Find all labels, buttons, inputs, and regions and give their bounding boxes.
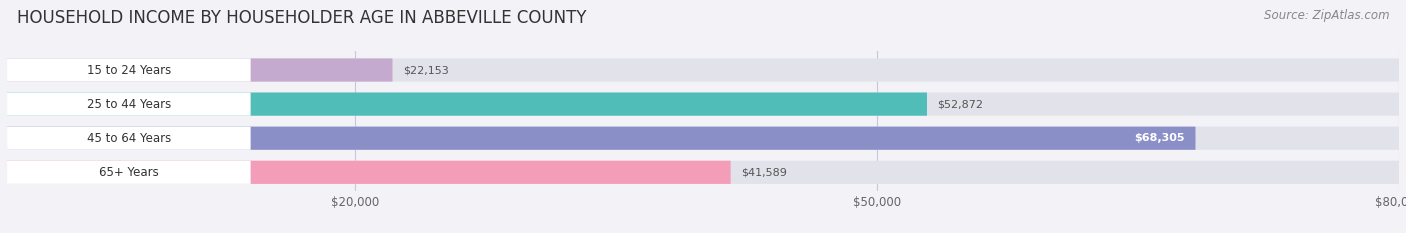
Text: 45 to 64 Years: 45 to 64 Years — [87, 132, 172, 145]
Text: $22,153: $22,153 — [404, 65, 449, 75]
FancyBboxPatch shape — [7, 161, 731, 184]
Text: Source: ZipAtlas.com: Source: ZipAtlas.com — [1264, 9, 1389, 22]
FancyBboxPatch shape — [7, 161, 1399, 184]
FancyBboxPatch shape — [7, 161, 250, 184]
Text: $41,589: $41,589 — [741, 167, 787, 177]
FancyBboxPatch shape — [7, 127, 250, 150]
FancyBboxPatch shape — [7, 58, 1399, 82]
FancyBboxPatch shape — [7, 127, 1399, 150]
Text: $52,872: $52,872 — [938, 99, 983, 109]
Text: 25 to 44 Years: 25 to 44 Years — [87, 98, 172, 111]
FancyBboxPatch shape — [7, 93, 927, 116]
Text: $68,305: $68,305 — [1135, 133, 1185, 143]
FancyBboxPatch shape — [7, 93, 250, 116]
Text: 65+ Years: 65+ Years — [98, 166, 159, 179]
FancyBboxPatch shape — [7, 127, 1195, 150]
FancyBboxPatch shape — [7, 93, 1399, 116]
Text: 15 to 24 Years: 15 to 24 Years — [87, 64, 172, 76]
FancyBboxPatch shape — [7, 58, 392, 82]
FancyBboxPatch shape — [7, 58, 250, 82]
Text: HOUSEHOLD INCOME BY HOUSEHOLDER AGE IN ABBEVILLE COUNTY: HOUSEHOLD INCOME BY HOUSEHOLDER AGE IN A… — [17, 9, 586, 27]
